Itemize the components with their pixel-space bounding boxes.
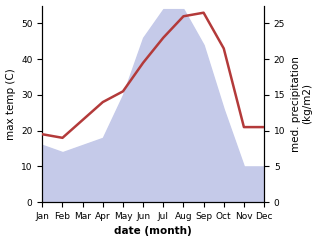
X-axis label: date (month): date (month) xyxy=(114,227,192,236)
Y-axis label: med. precipitation
(kg/m2): med. precipitation (kg/m2) xyxy=(291,56,313,152)
Y-axis label: max temp (C): max temp (C) xyxy=(5,68,16,140)
